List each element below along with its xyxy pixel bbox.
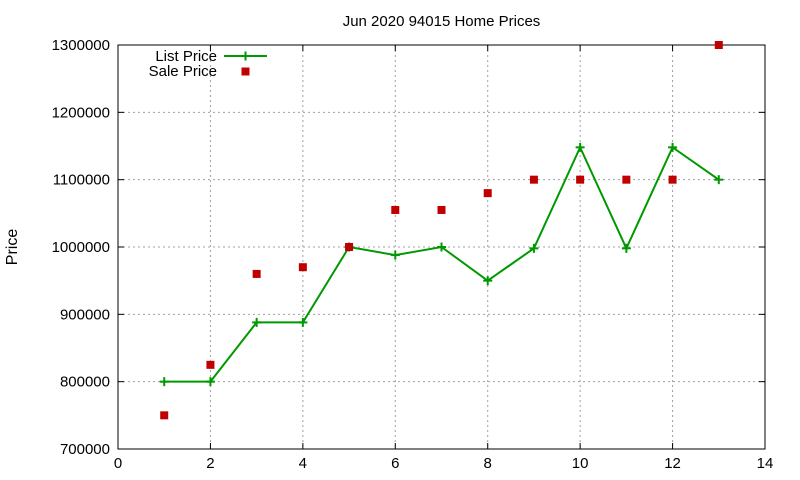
sale-price-point [252, 269, 261, 278]
y-tick-label: 1300000 [52, 37, 110, 54]
sale-price-point [391, 205, 400, 214]
list-price-point [205, 377, 215, 387]
y-tick-label: 800000 [60, 374, 110, 391]
y-tick-label: 1100000 [53, 172, 110, 189]
list-price-point [575, 142, 585, 152]
sale-price-point [483, 189, 492, 198]
sale-price-point [622, 175, 631, 184]
list-price-point [483, 276, 493, 286]
legend-square-marker [241, 67, 250, 76]
sale-price-point [437, 205, 446, 214]
y-tick-label: 900000 [60, 306, 110, 323]
sale-price-point [668, 175, 677, 184]
legend-marker-sale-price [241, 67, 250, 76]
y-tick-label: 1000000 [52, 239, 110, 256]
sale-price-point [298, 263, 307, 272]
list-price-point [529, 243, 539, 253]
list-price-point [252, 317, 262, 327]
list-price-point [298, 317, 308, 327]
list-price-point [159, 377, 169, 387]
sale-price-point [206, 360, 215, 369]
x-tick-label: 14 [757, 455, 774, 472]
list-price-point [714, 175, 724, 185]
x-tick-label: 10 [572, 455, 589, 472]
x-tick-label: 6 [391, 455, 399, 472]
x-tick-label: 4 [299, 455, 307, 472]
x-tick-label: 12 [664, 455, 681, 472]
list-price-line [164, 144, 720, 383]
list-price-point [390, 250, 400, 260]
legend-label-sale-price: Sale Price [149, 63, 217, 80]
list-price-point [437, 242, 446, 252]
list-price-point [668, 142, 678, 152]
legend-label-list-price: List Price [155, 48, 217, 65]
series-sale-price [160, 41, 723, 420]
sale-price-point [714, 41, 723, 49]
x-tick-label: 0 [114, 455, 122, 472]
legend-marker-list-price [224, 51, 267, 61]
y-tick-label: 700000 [60, 441, 110, 458]
list-price-point [621, 243, 631, 253]
chart-title: Jun 2020 94015 Home Prices [343, 13, 541, 30]
sale-price-point [529, 175, 538, 184]
sale-price-point [576, 175, 585, 184]
sale-price-point [345, 243, 354, 251]
axis-ticks: 0 2 4 6 8 10 12 14 700000 800000 900000 1000000 1100… [52, 37, 774, 472]
legend: List Price Sale Price [149, 48, 267, 80]
y-axis-label: Price [4, 229, 21, 266]
x-tick-label: 8 [484, 455, 492, 472]
x-tick-label: 2 [206, 455, 214, 472]
legend-plus-marker [241, 51, 250, 61]
sale-price-point [160, 411, 169, 420]
y-tick-label: 1200000 [52, 104, 110, 121]
series-layer [159, 41, 724, 420]
